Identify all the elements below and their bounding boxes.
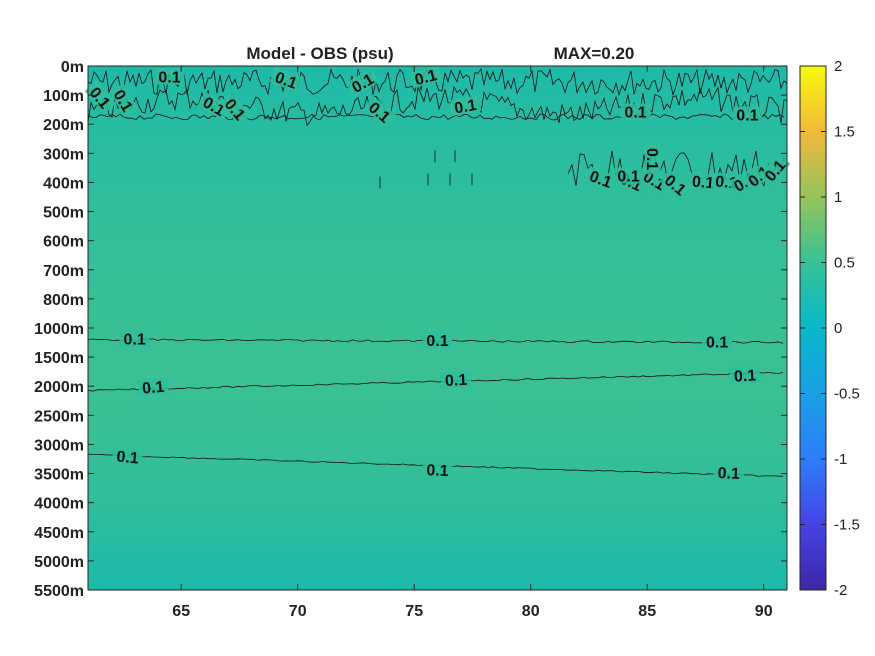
contour-label: 0.1 xyxy=(717,465,740,483)
colorbar-tick-label: 0.5 xyxy=(834,255,855,272)
colorbar-tick-label: -1.5 xyxy=(834,517,860,534)
contour-label-bg xyxy=(584,165,618,192)
colorbar-tick-label: 1.5 xyxy=(834,124,855,141)
contour-label-bg xyxy=(409,65,443,89)
contour-label: 0.1 xyxy=(123,332,145,349)
contour-line-200m xyxy=(87,113,785,121)
contour-label: 0.1 xyxy=(587,168,614,192)
contour-label: 0.1 xyxy=(736,107,758,124)
y-tick-label: 800m xyxy=(43,292,84,309)
y-tick-label: 1500m xyxy=(34,350,84,367)
x-tick-label: 90 xyxy=(755,603,773,620)
contour-label-bg xyxy=(119,330,150,347)
contour-label-bg xyxy=(219,92,252,126)
contour-label: 0.1 xyxy=(624,105,646,122)
colorbar-ticks: 2 1.5 1 0.5 0 -0.5 -1 -1.5 -2 xyxy=(800,58,860,599)
contour-label: 0.1 xyxy=(158,70,180,87)
y-tick-label: 0m xyxy=(61,59,84,76)
contour-label: 0.1 xyxy=(706,335,728,352)
contour-label-bg xyxy=(620,103,651,120)
colorbar-tick-label: -2 xyxy=(834,582,847,599)
y-tick-label: 3000m xyxy=(34,437,84,454)
y-tick-label: 500m xyxy=(43,205,84,222)
contour-label: 0.1 xyxy=(413,67,439,89)
contour-label-bg xyxy=(702,333,733,350)
contour-label-bg xyxy=(345,68,380,98)
contour-line-surface-a xyxy=(87,67,788,97)
contour-label: 0.1 xyxy=(445,372,468,390)
contour-label-bg xyxy=(732,106,763,123)
contour-label-bg xyxy=(269,66,304,93)
contour-label: 0.1 xyxy=(734,367,757,385)
y-tick-label: 400m xyxy=(43,175,84,192)
contour-label-bg xyxy=(422,332,453,349)
y-tick-label: 100m xyxy=(43,88,84,105)
contour-label-bg xyxy=(644,144,661,175)
y-tick-label: 300m xyxy=(43,146,84,163)
contour-label: 0.1 xyxy=(426,462,449,480)
contour-label: 0.1 xyxy=(273,69,300,93)
contour-label-bg xyxy=(613,167,644,184)
colorbar-tick-label: -0.5 xyxy=(834,386,860,403)
y-tick-label: 3500m xyxy=(34,467,84,484)
max-label: MAX=0.20 xyxy=(554,44,635,63)
contour-label-bg xyxy=(687,172,719,191)
contour-label-bg xyxy=(449,95,482,117)
contour-label-bg xyxy=(363,96,397,128)
x-tick-label: 80 xyxy=(522,603,540,620)
chart-title: Model - OBS (psu) xyxy=(246,44,393,63)
y-axis: 0m 100m 200m 300m 400m 500m 600m 700m 800m 1000m 1… xyxy=(34,59,787,600)
contour-line-2000m xyxy=(87,372,784,392)
contour-label-bg xyxy=(422,461,453,479)
contour-label: 0.1 xyxy=(141,379,165,398)
colorbar-tick-label: -1 xyxy=(834,451,847,468)
contour-label: 0.1 xyxy=(617,169,639,186)
contour-label-bg xyxy=(659,168,693,201)
contour-label-bg xyxy=(197,91,232,121)
x-tick-label: 85 xyxy=(638,603,656,620)
y-tick-label: 5000m xyxy=(34,554,84,571)
contour-label-bg xyxy=(758,153,791,187)
x-tick-label: 65 xyxy=(172,603,190,620)
y-tick-label: 4500m xyxy=(34,525,84,542)
y-tick-label: 700m xyxy=(43,263,84,280)
y-tick-label: 5500m xyxy=(34,583,84,600)
y-tick-label: 4000m xyxy=(34,496,84,513)
x-axis: 65 70 75 80 85 90 xyxy=(172,66,773,620)
contour-label-bg xyxy=(713,464,745,482)
contour-label: 0.1 xyxy=(116,449,140,468)
contour-label-bg xyxy=(137,377,169,396)
y-tick-label: 1000m xyxy=(34,321,84,338)
contour-label: 0.1 xyxy=(691,174,715,193)
contour-label-bg xyxy=(84,80,117,115)
colorbar-tick-label: 1 xyxy=(834,189,842,206)
y-tick-label: 2500m xyxy=(34,408,84,425)
contour-label-bg xyxy=(440,370,472,389)
y-tick-label: 2000m xyxy=(34,379,84,396)
contour-label-bg xyxy=(112,447,144,466)
contour-label: 0.1 xyxy=(643,148,660,170)
contour-label-bg xyxy=(729,366,761,384)
contour-label: 0.1 xyxy=(453,97,478,118)
heatmap-field xyxy=(88,66,787,590)
contour-label-bg xyxy=(109,83,139,118)
y-tick-label: 200m xyxy=(43,117,84,134)
colorbar-tick-label: 2 xyxy=(834,58,842,75)
y-tick-label: 600m xyxy=(43,234,84,251)
colorbar-tick-label: 0 xyxy=(834,320,842,337)
x-tick-label: 75 xyxy=(405,603,423,620)
x-tick-label: 70 xyxy=(289,603,307,620)
contour-label: 0.1 xyxy=(426,333,448,350)
contour-label-bg xyxy=(154,68,185,85)
